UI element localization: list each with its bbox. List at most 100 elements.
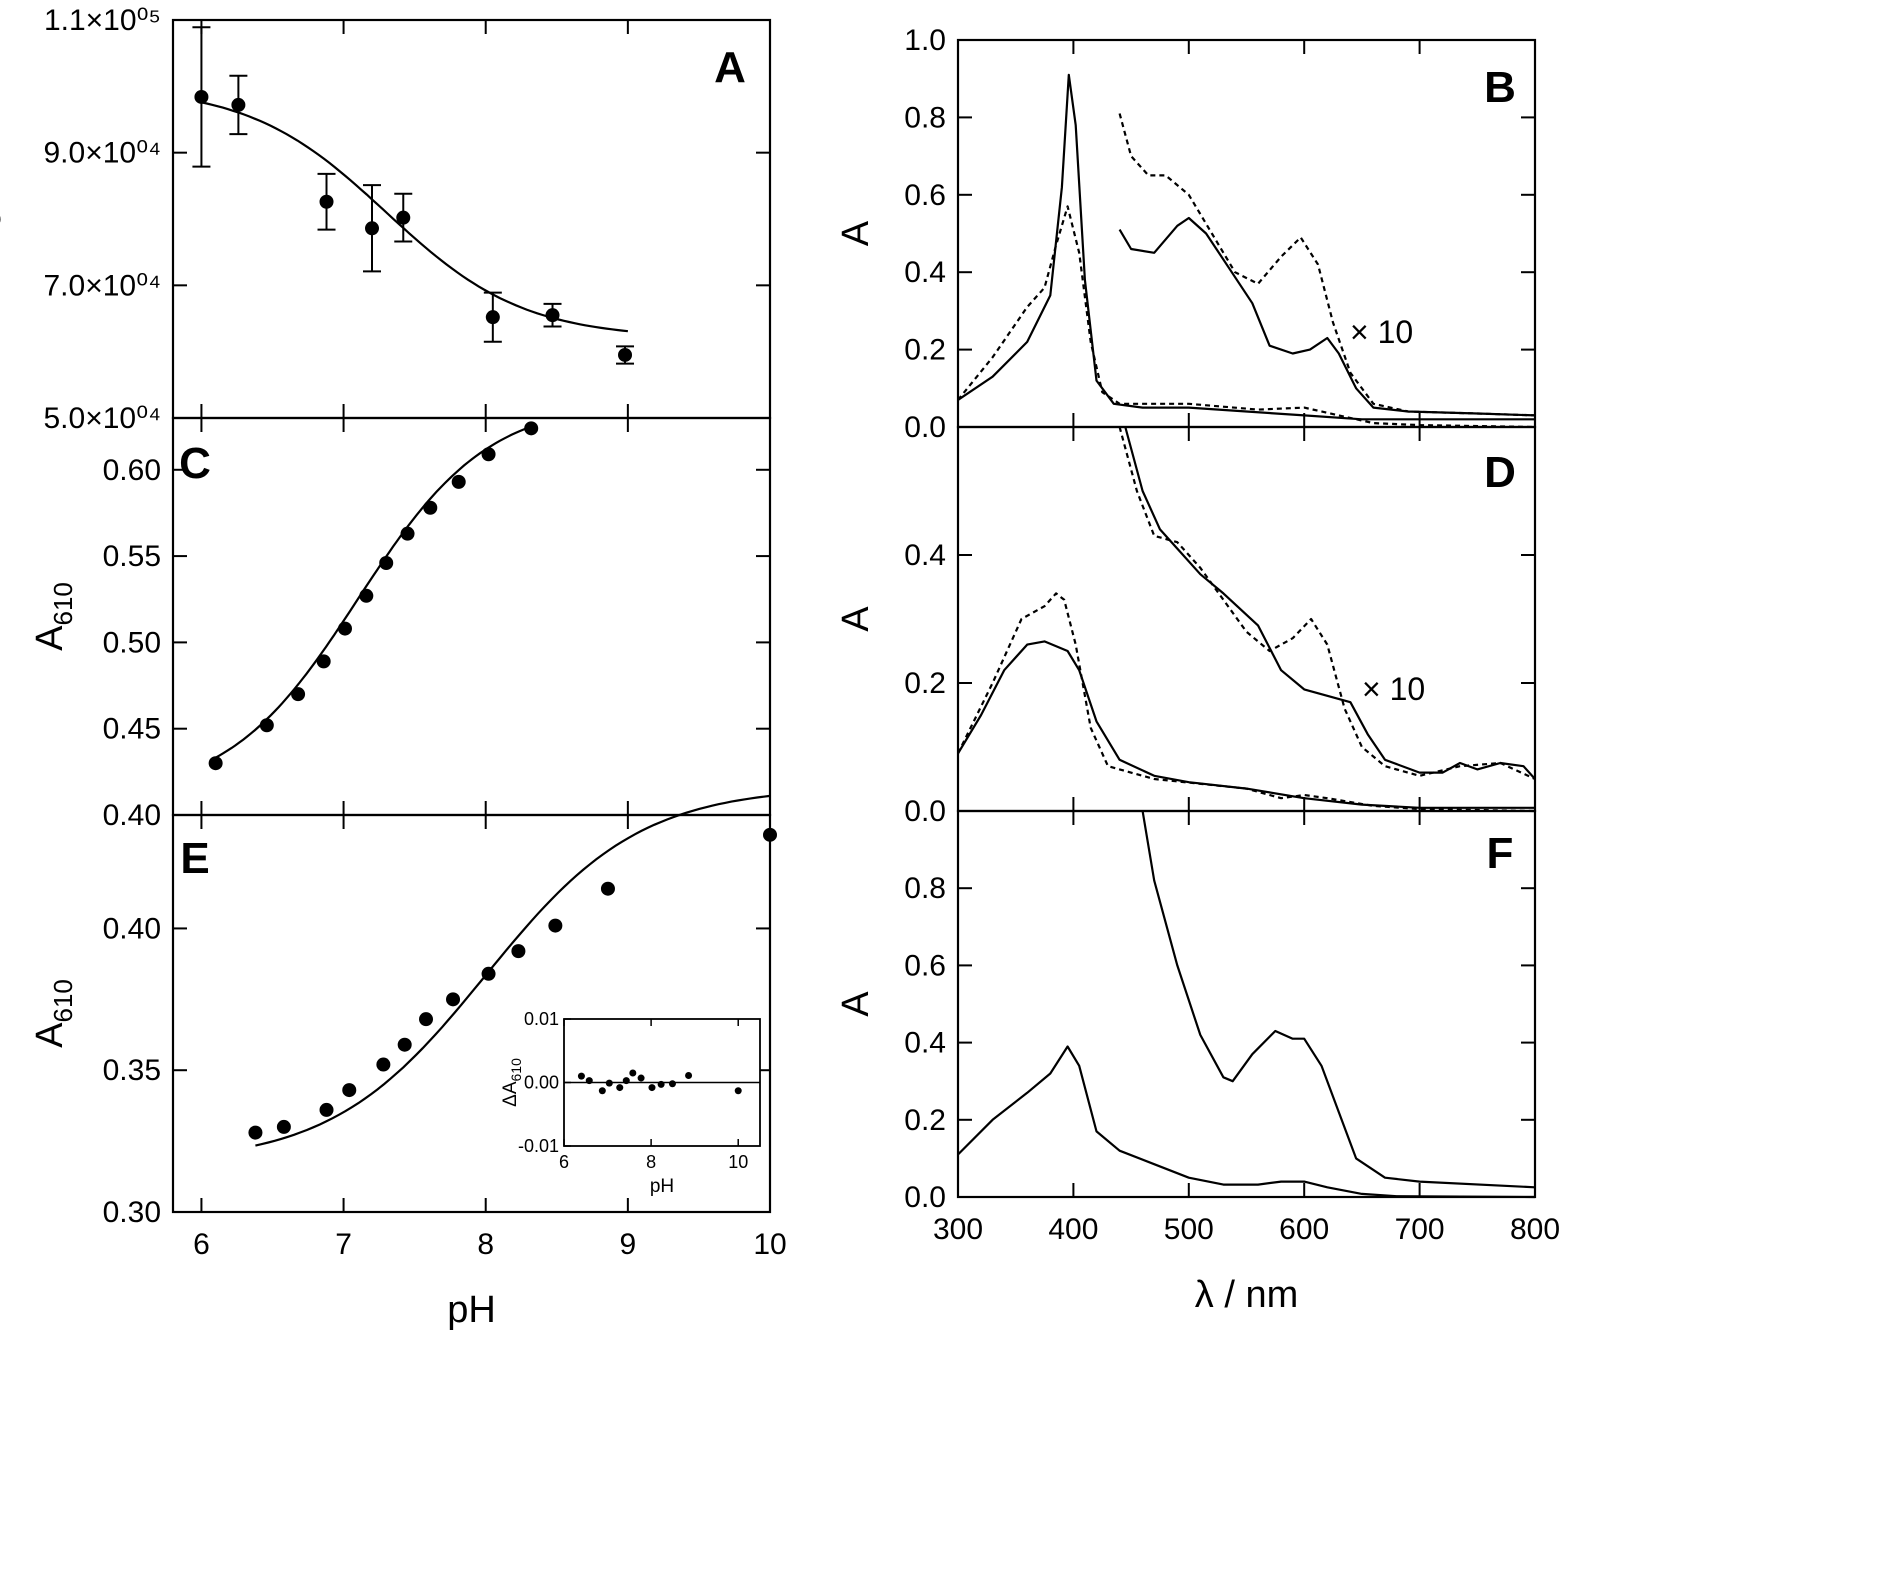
panel-f-ylabel-main: A (835, 991, 877, 1017)
panel-f-xtick-label: 500 (1164, 1213, 1214, 1246)
panel-e-data-point (600, 881, 615, 896)
panel-e-data-point (511, 944, 526, 959)
panel-b-frame (956, 38, 1537, 429)
panel-b-ytick-label: 0.4 (904, 256, 946, 289)
inset-ytick-label: -0.01 (518, 1136, 559, 1156)
inset-data-point (657, 1080, 665, 1088)
panel-f-ylabel: A (835, 991, 877, 1017)
panel-a-data-point (545, 308, 560, 323)
panel-c-data-point (524, 421, 539, 436)
panel-a: 5.0×10⁰⁴ 7.0×10⁰⁴ 9.0×10⁰⁴ 1.1×10⁰⁵ Aε (0, 4, 772, 435)
panel-e-data-point (342, 1083, 357, 1098)
panel-d-series-2-dashed (957, 592, 1536, 813)
inset-data-point (585, 1077, 593, 1085)
panel-c-data-point (316, 654, 331, 669)
panel-e-data-point (419, 1012, 434, 1027)
panel-d-series-4-dashed (1118, 426, 1536, 780)
panel-b-ytick-label: 0.2 (904, 334, 946, 367)
panel-c: 0.40 0.45 0.50 0.55 0.60 C A610 (29, 416, 772, 832)
panel-b-ytick-label: 0.0 (904, 411, 946, 444)
panel-b-series-4-dashed (1118, 113, 1536, 417)
panel-c-data-point (208, 756, 223, 771)
panel-b-series-2-dashed (957, 205, 1536, 429)
panel-a-data-point (396, 210, 411, 225)
inset-data-point (629, 1069, 637, 1077)
panel-e-data-point (763, 827, 777, 842)
panel-e-ytick-label: 0.30 (103, 1196, 161, 1229)
panel-a-ylabel: ε (0, 210, 9, 227)
panel-e-frame (171, 813, 772, 1214)
panel-d-series-3-solid (1124, 426, 1536, 780)
panel-c-panel-label: C (179, 439, 211, 488)
panel-d-ytick-label: 0.4 (904, 539, 946, 572)
panel-b-ytick-label: 0.8 (904, 101, 946, 134)
panel-e-xtick-label: 10 (753, 1228, 786, 1261)
panel-b-scale-annotation: × 10 (1350, 314, 1413, 350)
panel-c-data-point (400, 526, 415, 541)
panel-e-xlabel: pH (447, 1289, 496, 1331)
panel-c-data-point (451, 474, 466, 489)
panel-e-data-point (481, 966, 496, 981)
inset-data-point (616, 1084, 624, 1092)
panel-f-panel-label: F (1487, 829, 1514, 878)
panel-d-scale-annotation: × 10 (1362, 671, 1425, 707)
panel-e-panel-label: E (180, 834, 209, 883)
panel-b-series-3-solid (1118, 216, 1536, 417)
panel-c-ylabel-main: A (29, 625, 71, 651)
panel-c-frame (171, 416, 772, 817)
panel-f-xtick-label: 600 (1279, 1213, 1329, 1246)
panel-c-ytick-label: 0.45 (103, 713, 161, 746)
panel-d-ylabel: A (835, 606, 877, 632)
panel-e-data-point (376, 1057, 391, 1072)
panel-b: 0.0 0.2 0.4 0.6 0.8 1.0 B A × 10 (835, 24, 1537, 444)
panel-f-ytick-label: 0.0 (904, 1181, 946, 1214)
panel-a-data-point (618, 347, 633, 362)
panel-c-data-point (379, 555, 394, 570)
panel-b-ylabel-main: A (835, 220, 877, 246)
panel-f-series-1-solid (957, 1045, 1536, 1199)
panel-a-data-point (194, 89, 209, 104)
panel-e-data-point (446, 992, 461, 1007)
inset-ylabel-main: ΔA (500, 1081, 521, 1107)
panel-d-series-1-solid (957, 640, 1535, 809)
panel-c-fit-curve (215, 425, 532, 759)
panel-b-ylabel: A (835, 220, 877, 246)
panel-f-ytick-label: 0.4 (904, 1027, 946, 1060)
panel-f-xtick-label: 800 (1510, 1213, 1560, 1246)
panel-a-frame (171, 18, 772, 420)
inset-data-point (622, 1077, 630, 1085)
panel-e-xtick-label: 9 (620, 1228, 637, 1261)
inset-xlabel: pH (650, 1176, 674, 1197)
panel-c-ylabel-subscript: 610 (48, 582, 78, 625)
panel-c-ylabel: A610 (29, 582, 78, 651)
panel-d: 0.0 0.2 0.4 D A × 10 (835, 425, 1537, 828)
inset-xtick-label: 6 (559, 1152, 569, 1172)
panel-e-xtick-label: 6 (193, 1228, 210, 1261)
inset-data-point (734, 1087, 742, 1095)
panel-e-ytick-label: 0.35 (103, 1054, 161, 1087)
panel-f-xtick-label: 300 (933, 1213, 983, 1246)
panel-a-data-point (485, 310, 500, 325)
inset-data-point (648, 1084, 656, 1092)
panel-d-ylabel-main: A (835, 606, 877, 632)
panel-a-ytick-label: 7.0×10⁰⁴ (43, 269, 161, 302)
panel-a-ylabel-main: ε (0, 210, 9, 227)
panel-f-ytick-label: 0.6 (904, 949, 946, 982)
panel-e-xtick-label: 8 (477, 1228, 494, 1261)
panel-a-data-point (231, 97, 246, 112)
inset-ytick-label: 0.00 (524, 1073, 559, 1093)
inset-data-point (685, 1072, 693, 1080)
panel-e-ylabel-main: A (29, 1022, 71, 1048)
inset-ylabel: ΔA610 (500, 1058, 524, 1107)
panel-b-ytick-label: 1.0 (904, 24, 946, 57)
panel-d-panel-label: D (1484, 448, 1516, 497)
panel-c-ytick-label: 0.55 (103, 540, 161, 573)
panel-e-data-point (319, 1102, 334, 1117)
panel-a-ytick-label: 5.0×10⁰⁴ (43, 402, 161, 435)
panel-e-data-point (397, 1037, 412, 1052)
panel-c-data-point (291, 687, 306, 702)
panel-c-data-point (337, 621, 352, 636)
inset-data-point (598, 1087, 606, 1095)
panel-c-data-point (423, 500, 438, 515)
panel-b-ytick-label: 0.6 (904, 179, 946, 212)
